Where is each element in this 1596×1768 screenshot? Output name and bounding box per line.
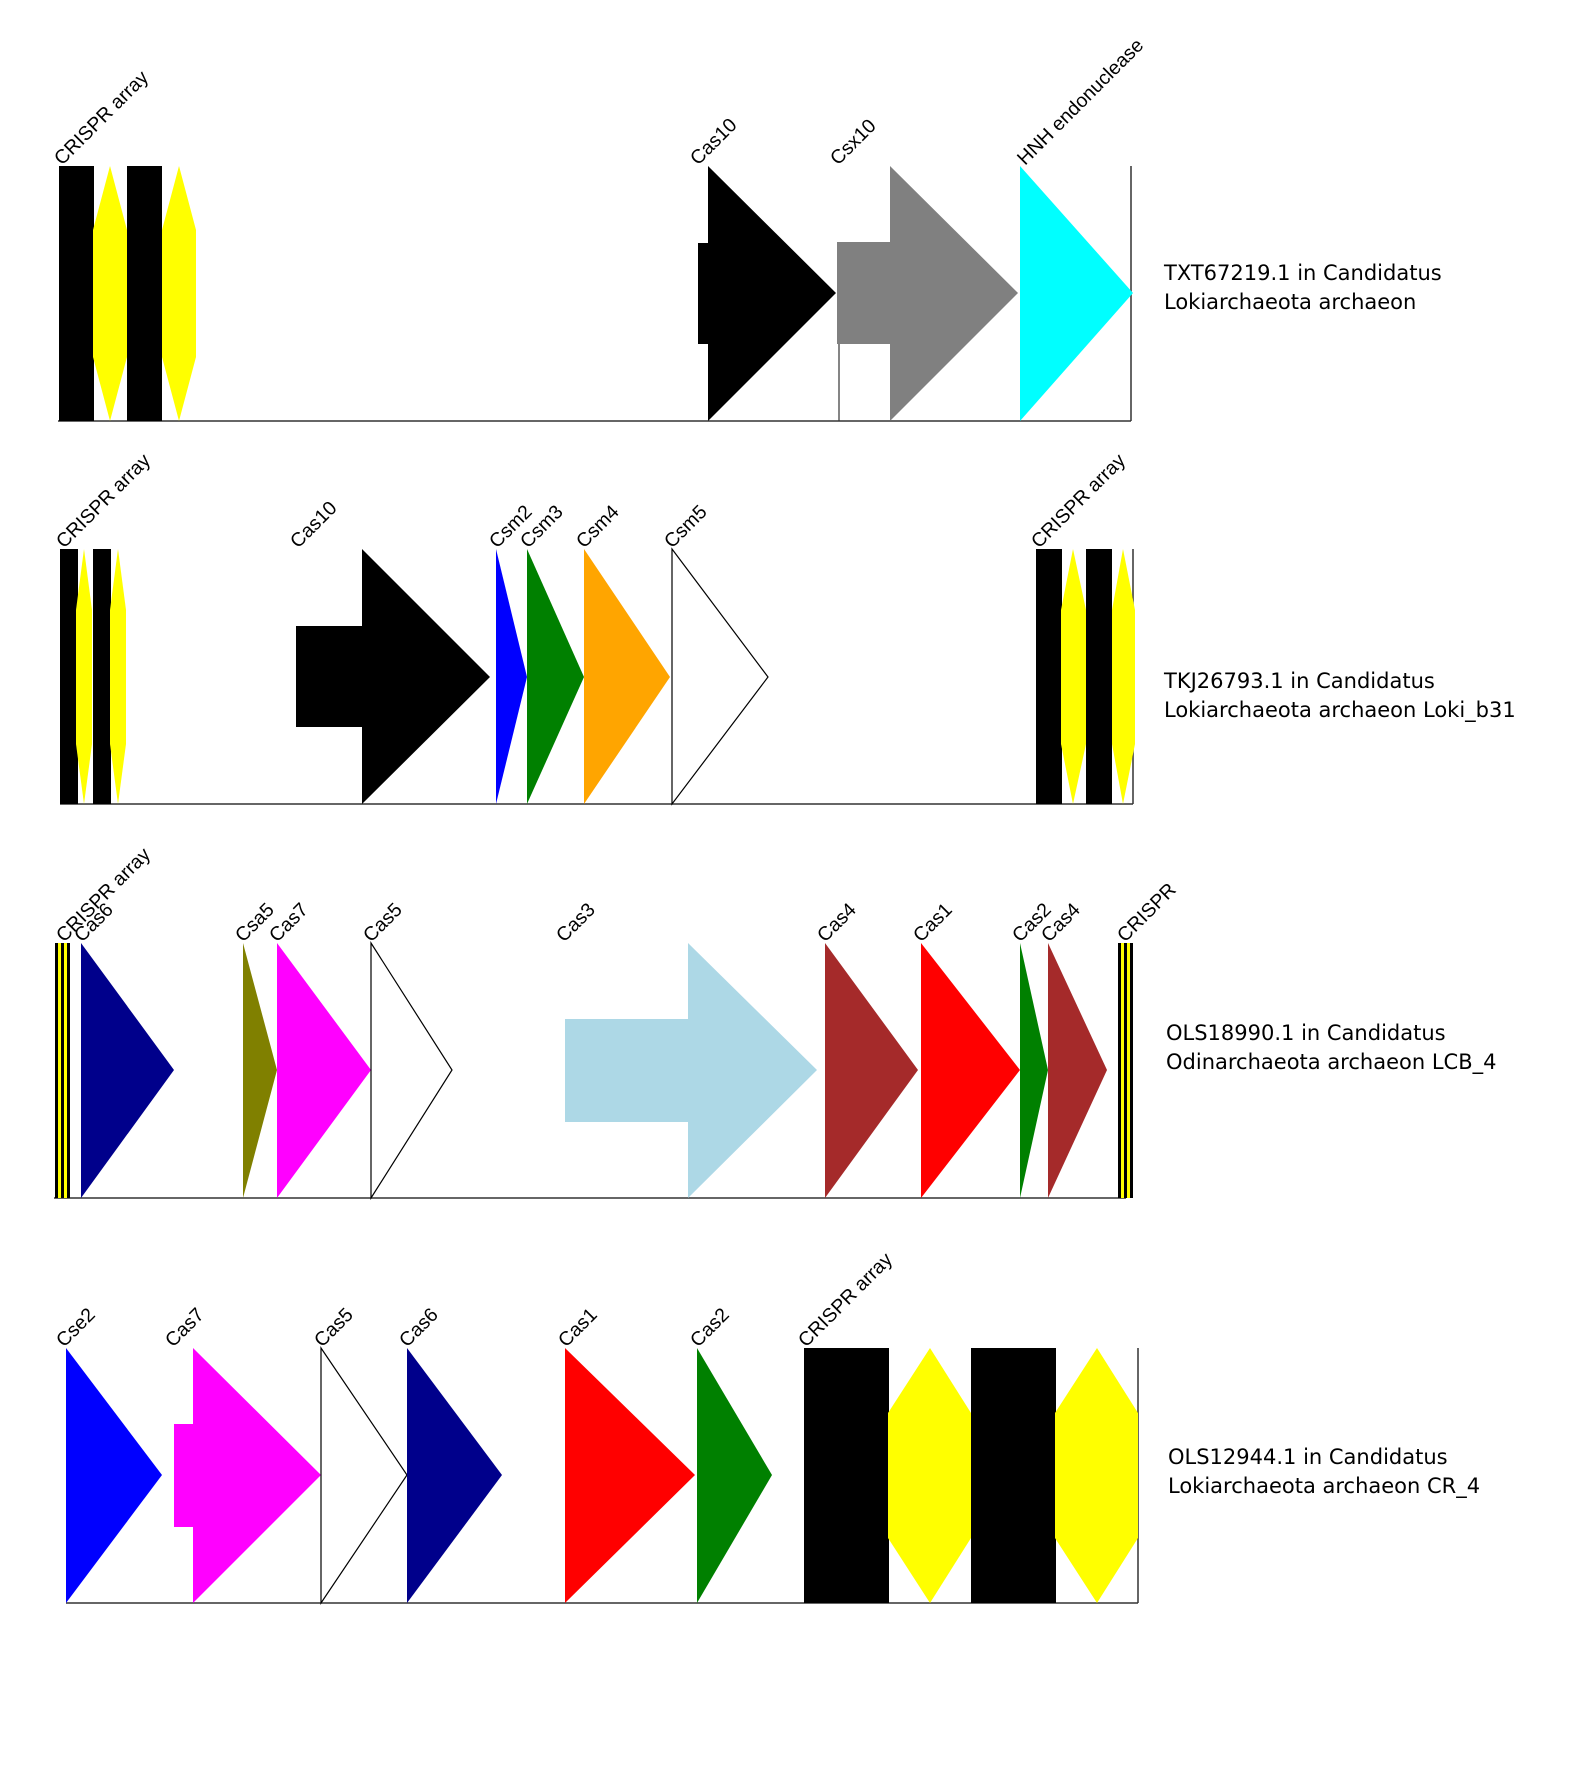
gene-label: Cas4 <box>813 899 861 947</box>
locus-4-organism-line2: Lokiarchaeota archaeon CR_4 <box>1168 1474 1480 1499</box>
locus-4-organism-line1: OLS12944.1 in Candidatus <box>1168 1445 1448 1469</box>
crispr-repeat <box>60 549 78 804</box>
crispr-spacer <box>1061 549 1086 804</box>
locus-3-cas4-gene <box>825 943 918 1198</box>
crispr-spacer <box>1112 549 1135 804</box>
locus-1-organism-line1: TXT67219.1 in Candidatus <box>1163 261 1442 285</box>
locus-3-crispr-array-left <box>55 943 70 1198</box>
crispr-spacer <box>110 549 126 804</box>
gene-label: Cse2 <box>52 1304 100 1352</box>
gene-label: CRISPR array <box>52 449 155 552</box>
locus-1-organism-line2: Lokiarchaeota archaeon <box>1164 290 1416 314</box>
gene-label: Csm4 <box>572 501 624 553</box>
crispr-repeat <box>1118 943 1121 1198</box>
crispr-repeat <box>804 1348 889 1603</box>
crispr-spacer <box>1127 943 1130 1198</box>
gene-label: CRISPR array <box>52 843 155 946</box>
crispr-spacer <box>76 549 92 804</box>
crispr-repeat <box>61 943 64 1198</box>
locus-4-cas1-gene <box>565 1348 695 1603</box>
crispr-repeat <box>1130 943 1133 1198</box>
gene-label: HNH endonuclease <box>1013 34 1148 169</box>
gene-label: Csx10 <box>826 115 881 170</box>
locus-3-crispr-right <box>1118 943 1133 1198</box>
locus-4-cas7-gene <box>174 1348 321 1603</box>
locus-2: CRISPR array Cas10 Csm2 Csm3 Csm4 Csm5 C… <box>52 449 1516 806</box>
crispr-spacer <box>64 943 67 1198</box>
gene-label: Cas10 <box>286 497 342 553</box>
locus-1-csx10-gene <box>837 166 1018 421</box>
gene-label: Csm5 <box>660 501 712 553</box>
crispr-repeat <box>971 1348 1056 1603</box>
gene-label: Cas7 <box>265 899 313 947</box>
crispr-repeat <box>93 549 111 804</box>
gene-label: CRISPR array <box>794 1248 897 1351</box>
gene-label: CRISPR array <box>50 66 153 169</box>
locus-2-crispr-array-right <box>1036 549 1135 804</box>
crispr-spacer <box>162 166 196 421</box>
gene-label: Cas5 <box>310 1304 358 1352</box>
locus-3-cas1-gene <box>921 943 1020 1198</box>
locus-2-cas10-gene <box>296 549 490 804</box>
locus-1-hnh-gene <box>1020 166 1133 421</box>
locus-3-csa5-gene <box>243 943 277 1198</box>
crispr-repeat <box>67 943 70 1198</box>
locus-2-crispr-array-left <box>60 549 126 804</box>
locus-3-cas2-gene <box>1020 943 1048 1198</box>
locus-2-csm5-gene <box>671 547 769 806</box>
gene-label: Csa5 <box>231 899 279 947</box>
crispr-repeat <box>1036 549 1062 804</box>
locus-3-cas6-gene <box>81 943 174 1198</box>
locus-3-cas5-gene <box>370 940 453 1201</box>
gene-label: Cas1 <box>909 899 957 947</box>
crispr-repeat <box>127 166 162 421</box>
gene-label: CRISPR <box>1113 879 1181 947</box>
crispr-repeat <box>55 943 58 1198</box>
locus-3-organism-line1: OLS18990.1 in Candidatus <box>1166 1021 1446 1045</box>
locus-2-organism-line1: TKJ26793.1 in Candidatus <box>1163 669 1435 693</box>
crispr-spacer <box>58 943 61 1198</box>
crispr-spacer <box>1121 943 1124 1198</box>
gene-label: CRISPR array <box>1027 449 1130 552</box>
locus-2-csm2-gene <box>496 549 527 804</box>
crispr-repeat <box>1124 943 1127 1198</box>
locus-3-cas3-gene <box>565 943 817 1198</box>
locus-1-crispr-array <box>59 166 196 421</box>
gene-label: Cas2 <box>686 1304 734 1352</box>
crispr-spacer <box>888 1348 971 1603</box>
gene-label: Cas7 <box>161 1304 209 1352</box>
gene-label: Cas6 <box>395 1304 443 1352</box>
locus-2-csm3-gene <box>527 549 584 804</box>
gene-label: Cas1 <box>554 1304 602 1352</box>
gene-label: Cas10 <box>686 114 742 170</box>
locus-3-organism-line2: Odinarchaeota archaeon LCB_4 <box>1166 1050 1496 1075</box>
crispr-spacer <box>1055 1348 1138 1603</box>
gene-label: Cas5 <box>359 899 407 947</box>
crispr-repeat <box>1086 549 1112 804</box>
gene-label: Cas3 <box>552 899 600 947</box>
locus-3-cas4-gene <box>1048 943 1107 1198</box>
locus-1: CRISPR array Cas10 Csx10 HNH endonucleas… <box>50 34 1442 422</box>
crispr-spacer <box>93 166 127 421</box>
locus-4-cas2-gene <box>697 1348 772 1603</box>
locus-4-cas6-gene <box>407 1348 502 1603</box>
crispr-repeat <box>59 166 94 421</box>
locus-3-cas7-gene <box>277 943 371 1198</box>
locus-2-csm4-gene <box>584 549 670 804</box>
locus-2-organism-line2: Lokiarchaeota archaeon Loki_b31 <box>1164 698 1516 723</box>
locus-4-crispr-array <box>804 1348 1138 1603</box>
locus-4-cse2-gene <box>66 1348 162 1603</box>
locus-1-cas10-gene <box>698 166 836 421</box>
locus-4-cas5-gene <box>320 1346 408 1605</box>
locus-4: Cse2 Cas7 Cas5 Cas6 Cas1 Cas2 CRISPR arr… <box>52 1248 1480 1605</box>
locus-3: CRISPR array Cas6 Csa5 Cas7 Cas5 Cas3 Ca… <box>52 843 1496 1201</box>
